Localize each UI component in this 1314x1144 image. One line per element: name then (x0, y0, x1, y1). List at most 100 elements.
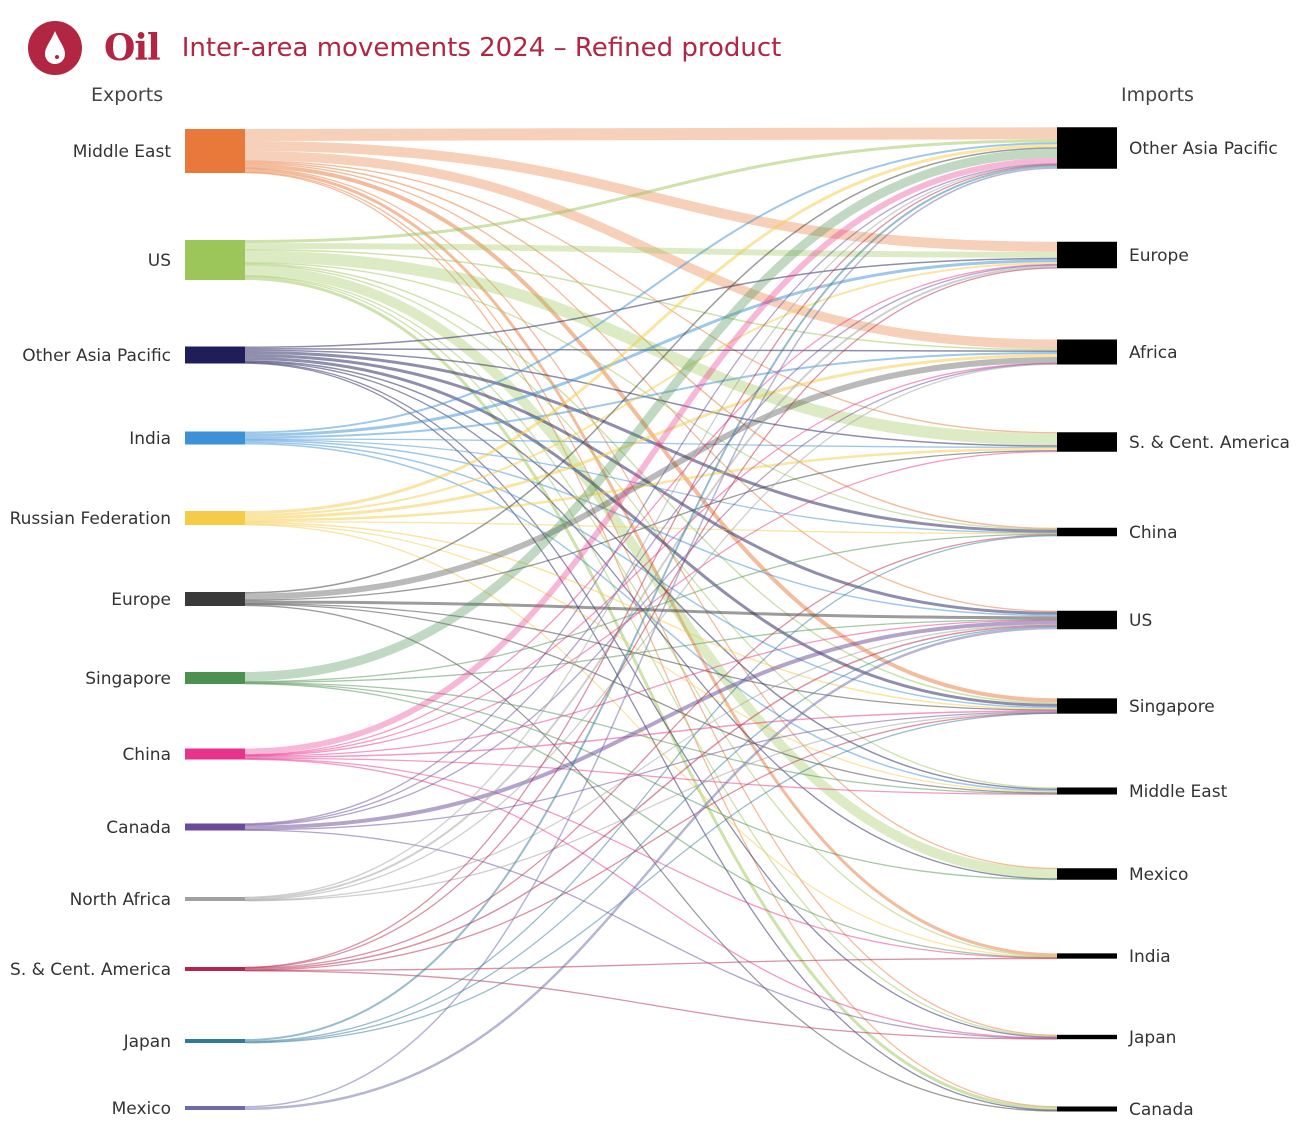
import-node-label: China (1129, 523, 1178, 543)
flow-link: Japan → US: 50 (244, 625, 1058, 1043)
flow-link: China → Middle East: 50 (244, 757, 1058, 795)
import-node (1057, 127, 1117, 169)
export-node (185, 748, 245, 760)
flow-link: US → Canada: 300 (244, 277, 1058, 1110)
flow-link: US → Africa: 150 (244, 249, 1058, 351)
import-node (1057, 787, 1117, 795)
export-node (185, 1039, 245, 1043)
flow-link: Russian Federation → China: 50 (244, 521, 1058, 535)
chart-title: Inter-area movements 2024 – Refined prod… (181, 33, 782, 63)
export-node-label: Japan (123, 1032, 171, 1052)
import-node-label: Africa (1129, 343, 1178, 363)
export-node-label: India (129, 429, 171, 449)
flow-link: Singapore → Other Asia Pacific: 900 (244, 148, 1058, 681)
flow-link: Russian Federation → Middle East: 100 (244, 523, 1058, 793)
flow-link: North Africa → Singapore: 50 (244, 711, 1058, 902)
flow-link: Other Asia Pacific → Mexico: 50 (244, 361, 1058, 880)
export-node (185, 129, 245, 173)
flow-link: Japan → Other Asia Pacific: 200 (244, 165, 1058, 1041)
flow-link: India → S. & Cent. America: 100 (244, 438, 1058, 448)
flow-link: Middle East → India: 300 (244, 168, 1058, 957)
flow-link: Russian Federation → Singapore: 150 (244, 522, 1058, 710)
imports-heading: Imports (1121, 84, 1194, 106)
export-node-label: Other Asia Pacific (22, 346, 171, 366)
export-node (185, 511, 245, 525)
flow-link: China → Africa: 50 (244, 362, 1058, 756)
export-node (185, 592, 245, 606)
import-node-label: S. & Cent. America (1129, 433, 1290, 453)
flow-link: S. & Cent. America → Singapore: 30 (244, 712, 1058, 971)
flow-link: US → Other Asia Pacific: 300 (244, 139, 1058, 243)
import-node-label: Other Asia Pacific (1129, 139, 1278, 159)
import-node (1057, 868, 1117, 880)
flow-links: Middle East → Other Asia Pacific: 1200Mi… (244, 127, 1058, 1112)
flow-link: Europe → Other Asia Pacific: 150 (244, 147, 1058, 594)
flow-link: Middle East → S. & Cent. America: 100 (244, 160, 1058, 434)
flow-link: Europe → Africa: 600 (244, 357, 1058, 600)
flow-link: Russian Federation → Europe: 200 (244, 262, 1058, 516)
export-node (185, 1106, 245, 1110)
import-node-label: US (1129, 611, 1152, 631)
flow-link: Singapore → India: 50 (244, 683, 1058, 959)
flow-link: China → Other Asia Pacific: 600 (244, 157, 1058, 755)
export-node-label: Russian Federation (10, 509, 171, 529)
import-node-label: Middle East (1129, 782, 1228, 802)
flow-link: China → Japan: 50 (244, 758, 1058, 1039)
flow-link: North Africa → Other Asia Pacific: 50 (244, 163, 1058, 898)
export-node (185, 431, 245, 445)
flow-link: North Africa → Africa: 50 (244, 363, 1058, 901)
export-node-label: Singapore (85, 669, 171, 689)
flow-link: Middle East → Africa: 950 (244, 151, 1058, 349)
import-node-label: Canada (1129, 1100, 1194, 1120)
export-node (185, 240, 245, 280)
export-node-label: Canada (106, 818, 171, 838)
import-node-label: Singapore (1129, 697, 1215, 717)
import-node (1057, 1106, 1117, 1112)
flow-link: Other Asia Pacific → S. & Cent. America:… (244, 349, 1058, 447)
import-node (1057, 432, 1117, 452)
flow-link: Canada → Africa: 50 (244, 363, 1058, 826)
exports-heading: Exports (91, 84, 164, 106)
brand-name: Oil (104, 27, 161, 69)
export-node-label: Middle East (73, 142, 172, 162)
flow-link: S. & Cent. America → Japan: 40 (244, 970, 1058, 1040)
export-node (185, 897, 245, 901)
export-node-label: US (148, 251, 171, 271)
flow-link: China → Singapore: 150 (244, 710, 1058, 758)
flow-link: S. & Cent. America → Other Asia Pacific:… (244, 164, 1058, 968)
flow-link: Middle East → Singapore: 400 (244, 164, 1058, 703)
flow-link: Middle East → US: 100 (244, 162, 1058, 612)
flow-link: Mexico → Other Asia Pacific: 150 (244, 167, 1058, 1108)
flow-link: Singapore → Mexico: 50 (244, 682, 1058, 881)
flow-link: Singapore → US: 50 (244, 618, 1058, 683)
flow-link: Canada → Japan: 50 (244, 829, 1058, 1040)
export-node-label: North Africa (70, 890, 171, 910)
export-node (185, 672, 245, 684)
flow-link: Europe → US: 300 (244, 600, 1058, 620)
flow-link: India → Other Asia Pacific: 200 (244, 142, 1058, 434)
flow-link: Russian Federation → Other Asia Pacific:… (244, 144, 1058, 514)
import-node (1057, 1034, 1117, 1040)
flow-link: Other Asia Pacific → Africa: 150 (244, 348, 1058, 352)
flow-link: Singapore → China: 100 (244, 533, 1058, 683)
flow-link: Europe → S. & Cent. America: 100 (244, 450, 1058, 601)
flow-link: Other Asia Pacific → Europe: 150 (244, 257, 1058, 348)
import-node (1057, 527, 1117, 537)
flow-link: North Africa → US: 50 (244, 623, 1058, 901)
flow-link: Russian Federation → S. & Cent. America:… (244, 447, 1058, 522)
flow-link: S. & Cent. America → Europe: 50 (244, 267, 1058, 969)
import-node-label: Japan (1128, 1028, 1176, 1048)
flow-link: US → Mexico: 1000 (244, 265, 1058, 879)
flow-link: S. & Cent. America → India: 30 (244, 957, 1058, 972)
import-node (1057, 953, 1117, 959)
import-node-label: Europe (1129, 246, 1189, 266)
flow-link: Singapore → Middle East: 50 (244, 682, 1058, 795)
flow-link: Middle East → Canada: 50 (244, 172, 1058, 1108)
flow-link: India → Singapore: 150 (244, 441, 1058, 709)
flow-link: Canada → Europe: 100 (244, 264, 1058, 826)
import-node (1057, 610, 1117, 630)
flow-link: Middle East → Mexico: 50 (244, 167, 1058, 870)
export-node (185, 967, 245, 971)
flow-link: Canada → US: 400 (244, 620, 1058, 830)
flow-link: India → China: 50 (244, 439, 1058, 534)
